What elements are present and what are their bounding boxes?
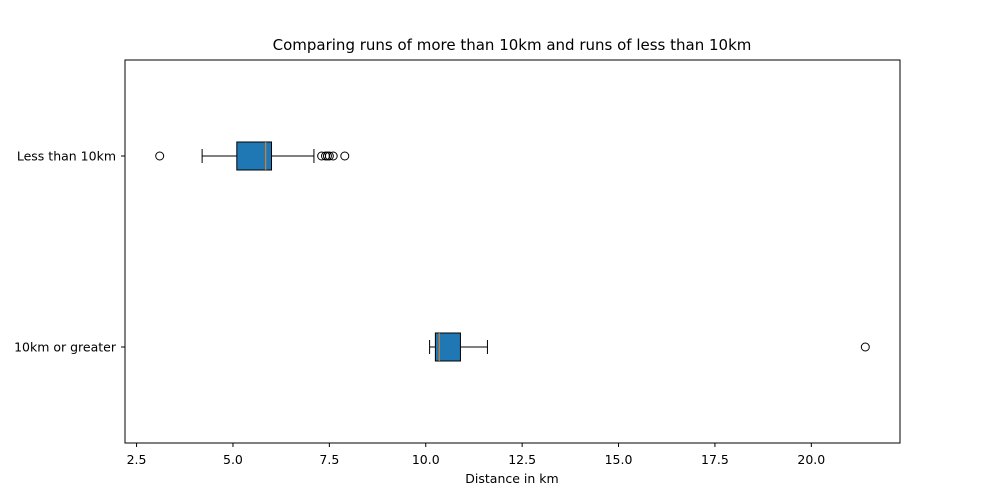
y-tick-label: 10km or greater [14,340,117,355]
x-tick-label: 10.0 [412,452,440,467]
x-axis-label: Distance in km [465,471,558,486]
x-tick-label: 17.5 [701,452,729,467]
outlier-point [860,342,870,352]
chart-title: Comparing runs of more than 10km and run… [273,36,752,54]
outlier-point [340,151,350,161]
outlier-point [155,151,165,161]
y-tick-label: Less than 10km [17,149,116,164]
box [236,141,273,171]
plot-area [155,141,870,362]
x-tick-label: 12.5 [508,452,536,467]
plot-frame [124,59,901,444]
x-tick-label: 2.5 [127,452,147,467]
outlier-point [324,151,334,161]
x-tick-label: 5.0 [223,452,243,467]
outlier-point [328,151,338,161]
x-tick-label: 20.0 [797,452,825,467]
x-tick-label: 7.5 [319,452,339,467]
x-axis: 2.5 5.0 7.5 10.0 12.5 15.0 17.5 20.0 [127,443,825,467]
x-tick-label: 15.0 [605,452,633,467]
y-axis: Less than 10km 10km or greater [14,149,125,355]
